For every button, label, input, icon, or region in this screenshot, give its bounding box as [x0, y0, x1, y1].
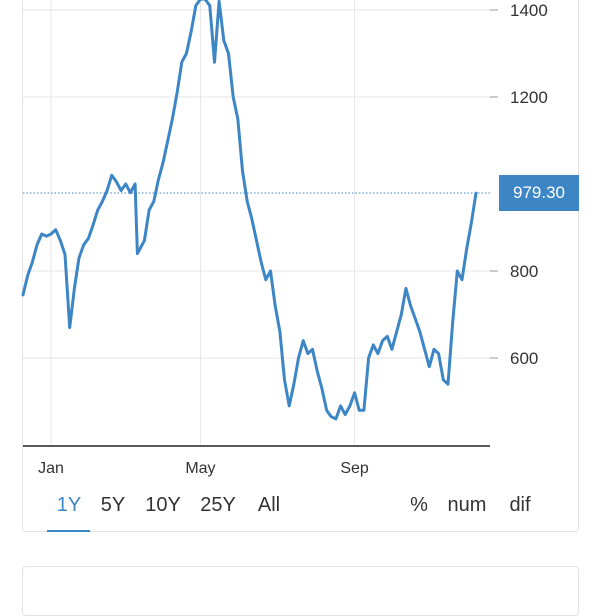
mode-percent-button[interactable]: % — [410, 494, 428, 516]
y-tick-label: 600 — [510, 349, 538, 368]
range-10y-button[interactable]: 10Y — [145, 494, 181, 516]
mode-dif-button[interactable]: dif — [509, 494, 531, 516]
x-tick-label: May — [185, 460, 215, 477]
x-tick-label: Jan — [38, 460, 64, 477]
range-25y-button[interactable]: 25Y — [200, 494, 236, 516]
last-price-badge: 979.30 — [499, 175, 579, 211]
y-tick-label: 1400 — [510, 1, 548, 20]
range-selector: 1Y 5Y 10Y 25Y All % num dif — [0, 484, 600, 534]
y-tick-label: 1200 — [510, 88, 548, 107]
mode-num-button[interactable]: num — [447, 494, 487, 516]
range-5y-button[interactable]: 5Y — [100, 494, 126, 516]
range-all-button[interactable]: All — [257, 494, 281, 516]
active-range-underline — [47, 530, 90, 532]
chart-card — [22, 0, 579, 532]
next-card — [22, 566, 579, 616]
price-series-line — [21, 0, 478, 421]
price-chart[interactable]: 1400 1200 800 600 Jan May Sep — [0, 0, 600, 490]
y-tick-label: 800 — [510, 262, 538, 281]
x-tick-label: Sep — [340, 460, 369, 477]
range-1y-button[interactable]: 1Y — [56, 494, 82, 516]
last-price-value: 979.30 — [513, 183, 565, 202]
